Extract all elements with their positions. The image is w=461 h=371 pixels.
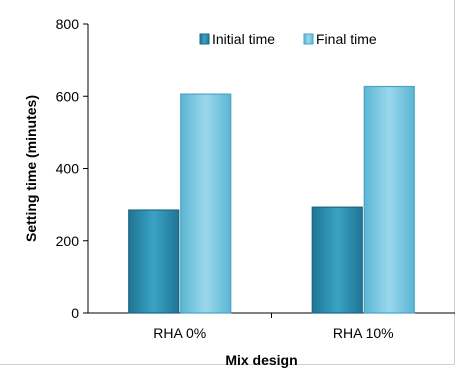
- bars: [128, 85, 415, 314]
- y-tick-label: 400: [56, 161, 80, 177]
- bar-initial-time-0: [128, 209, 180, 314]
- x-tick-label: RHA 0%: [153, 325, 206, 341]
- bar-final-time-1: [363, 85, 415, 314]
- y-tick-label: 0: [71, 305, 79, 321]
- bar-final-time-0: [180, 93, 232, 314]
- labels: 0 200 400 600 800 RHA 0% RHA 10% Mix design Sett…: [23, 16, 394, 368]
- legend-label: Final time: [316, 31, 377, 47]
- legend: Initial time Final time: [199, 31, 377, 47]
- y-axis-title: Setting time (minutes): [23, 95, 39, 242]
- y-tick-label: 600: [56, 88, 80, 104]
- y-tick-label: 200: [56, 233, 80, 249]
- y-tick-label: 800: [56, 16, 80, 32]
- x-tick-label: RHA 10%: [333, 325, 394, 341]
- legend-swatch: [303, 33, 314, 45]
- bar-initial-time-1: [311, 206, 363, 314]
- legend-label: Initial time: [212, 31, 275, 47]
- x-axis-title: Mix design: [225, 352, 297, 368]
- legend-swatch: [199, 33, 210, 45]
- chart-frame: [0, 0, 455, 365]
